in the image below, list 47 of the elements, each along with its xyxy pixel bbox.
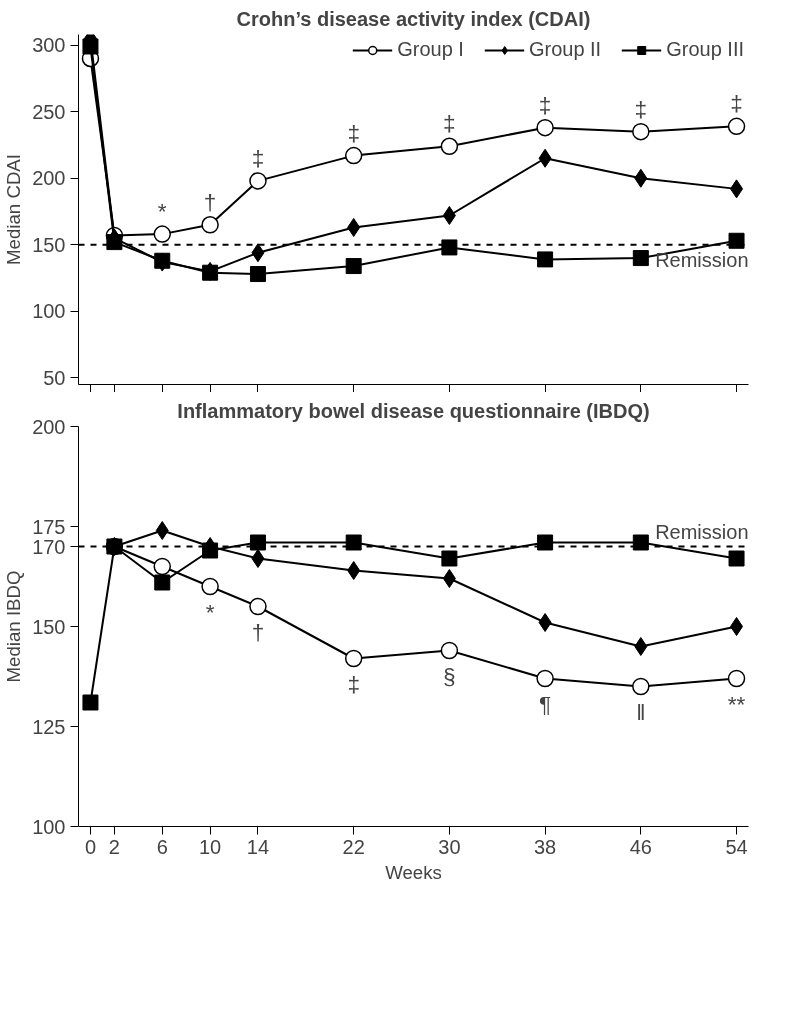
annotation: *	[157, 198, 167, 225]
annotation: **	[727, 690, 746, 717]
annotation: ‡	[538, 91, 552, 118]
x-tick-label: 22	[342, 835, 365, 858]
x-tick-label: 2	[108, 835, 120, 858]
y-tick-label: 300	[32, 34, 66, 57]
y-tick-label: 170	[32, 535, 66, 558]
annotation: ‡	[347, 119, 360, 146]
x-tick-label: 10	[198, 835, 222, 858]
legend-label: Group II	[528, 38, 602, 61]
y-tick-label: 100	[32, 300, 66, 323]
y-tick-label: 250	[32, 100, 66, 123]
legend-label: Group III	[666, 38, 744, 61]
ref-line-label: Remission	[655, 520, 749, 543]
x-tick-label: 0	[84, 835, 97, 858]
y-tick-label: 125	[32, 715, 66, 738]
annotation: ‡	[730, 90, 743, 117]
annotation: *	[205, 598, 215, 625]
chart-title: Crohn’s disease activity index (CDAI)	[236, 7, 591, 30]
y-tick-label: 200	[32, 415, 66, 438]
annotation: ‡	[251, 144, 265, 171]
annotation: †	[203, 188, 217, 215]
annotation: ‡	[634, 95, 648, 122]
y-tick-label: 175	[32, 515, 66, 538]
x-tick-label: 46	[629, 835, 652, 858]
x-tick-label: 38	[533, 835, 557, 858]
y-tick-label: 50	[43, 366, 66, 389]
x-tick-label: 30	[438, 835, 461, 858]
y-tick-label: 150	[32, 233, 66, 256]
annotation: §	[443, 662, 456, 689]
chart-title: Inflammatory bowel disease questionnaire (IBDQ)	[177, 399, 650, 422]
legend-label: Group I	[397, 38, 464, 61]
y-tick-label: 150	[32, 615, 66, 638]
y-tick-label: 100	[32, 815, 66, 838]
annotation: ‡	[347, 670, 360, 697]
x-tick-label: 6	[156, 835, 168, 858]
y-axis-title: Median CDAI	[3, 154, 25, 265]
y-axis-title: Median IBDQ	[3, 570, 25, 683]
annotation: ‡	[443, 110, 456, 137]
x-tick-label: 54	[725, 835, 748, 858]
x-tick-label: 14	[246, 835, 270, 858]
annotation: ¶	[539, 690, 552, 717]
y-tick-label: 200	[32, 167, 66, 190]
ref-line-label: Remission	[655, 248, 749, 271]
x-axis-title: Weeks	[385, 861, 442, 883]
annotation: †	[251, 618, 265, 645]
annotation: ‖	[636, 698, 646, 725]
